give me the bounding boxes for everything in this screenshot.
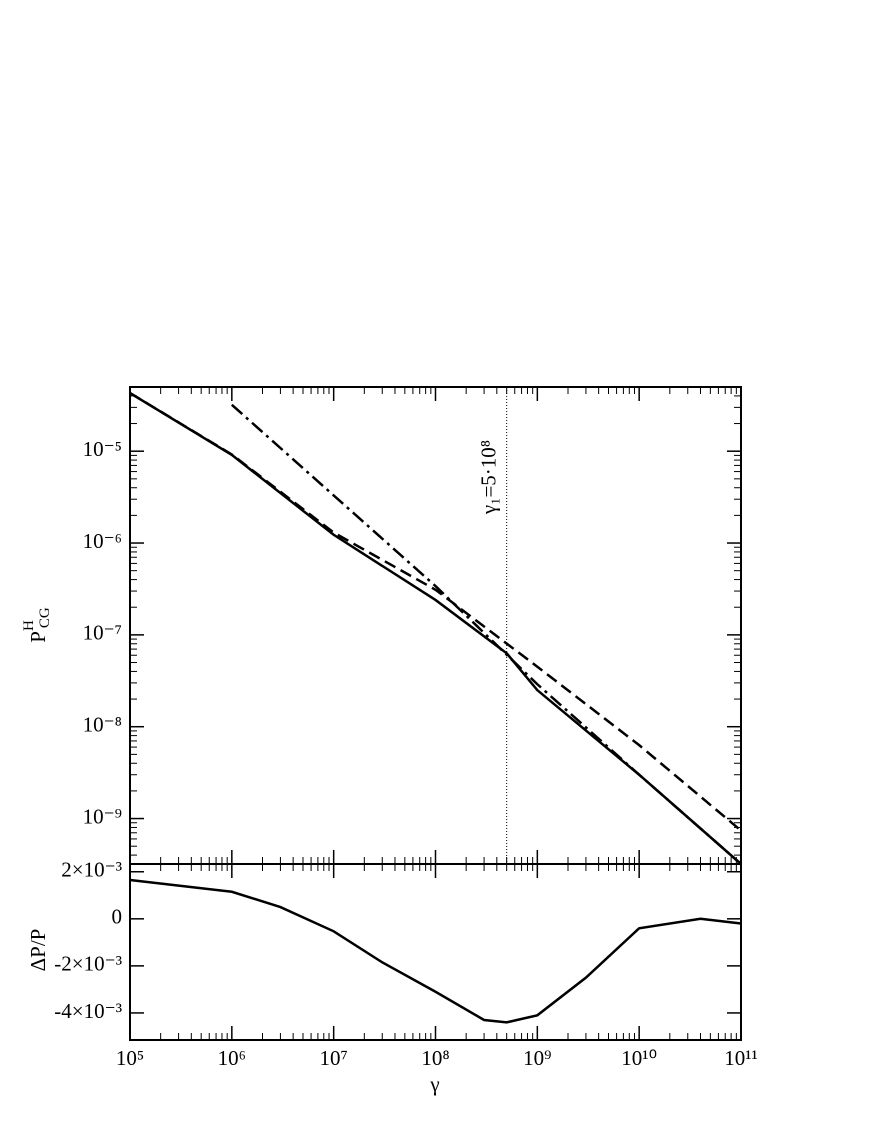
y-tick-label: 2×10⁻³ bbox=[61, 858, 122, 882]
x-tick-label: 10¹⁰ bbox=[621, 1046, 657, 1070]
y-tick-label: 10⁻⁹ bbox=[83, 804, 122, 828]
x-tick-label: 10⁵ bbox=[116, 1046, 144, 1070]
x-tick-label: 10⁶ bbox=[218, 1046, 246, 1070]
y-tick-label: 10⁻⁶ bbox=[83, 529, 122, 553]
y-axis-label: PHCG bbox=[21, 607, 53, 643]
y-tick-label: 0 bbox=[112, 905, 123, 929]
x-tick-label: 10⁹ bbox=[523, 1046, 551, 1070]
x-tick-label: 10⁸ bbox=[421, 1046, 449, 1070]
x-axis-label: γ bbox=[429, 1072, 439, 1096]
x-tick-label: 10⁷ bbox=[320, 1046, 348, 1070]
y-tick-label: 10⁻⁵ bbox=[83, 437, 122, 461]
y-tick-label: 10⁻⁸ bbox=[83, 713, 122, 737]
y-tick-label: -2×10⁻³ bbox=[54, 952, 122, 976]
series-line bbox=[129, 878, 742, 1024]
y-label-base: P bbox=[26, 631, 50, 643]
plot-frame bbox=[129, 386, 742, 865]
series-line bbox=[230, 403, 742, 865]
x-tick-label: 10¹¹ bbox=[724, 1046, 758, 1070]
series-line bbox=[129, 391, 742, 865]
y-axis-label: ΔP/P bbox=[26, 929, 50, 972]
y-label-sup: H bbox=[21, 620, 37, 631]
series-line bbox=[129, 391, 742, 832]
y-label-sub: CG bbox=[37, 607, 53, 628]
y-tick-label: 10⁻⁷ bbox=[83, 621, 122, 645]
annotation: γ₁=5·10⁸ bbox=[476, 440, 500, 515]
y-tick-label: -4×10⁻³ bbox=[54, 999, 122, 1023]
